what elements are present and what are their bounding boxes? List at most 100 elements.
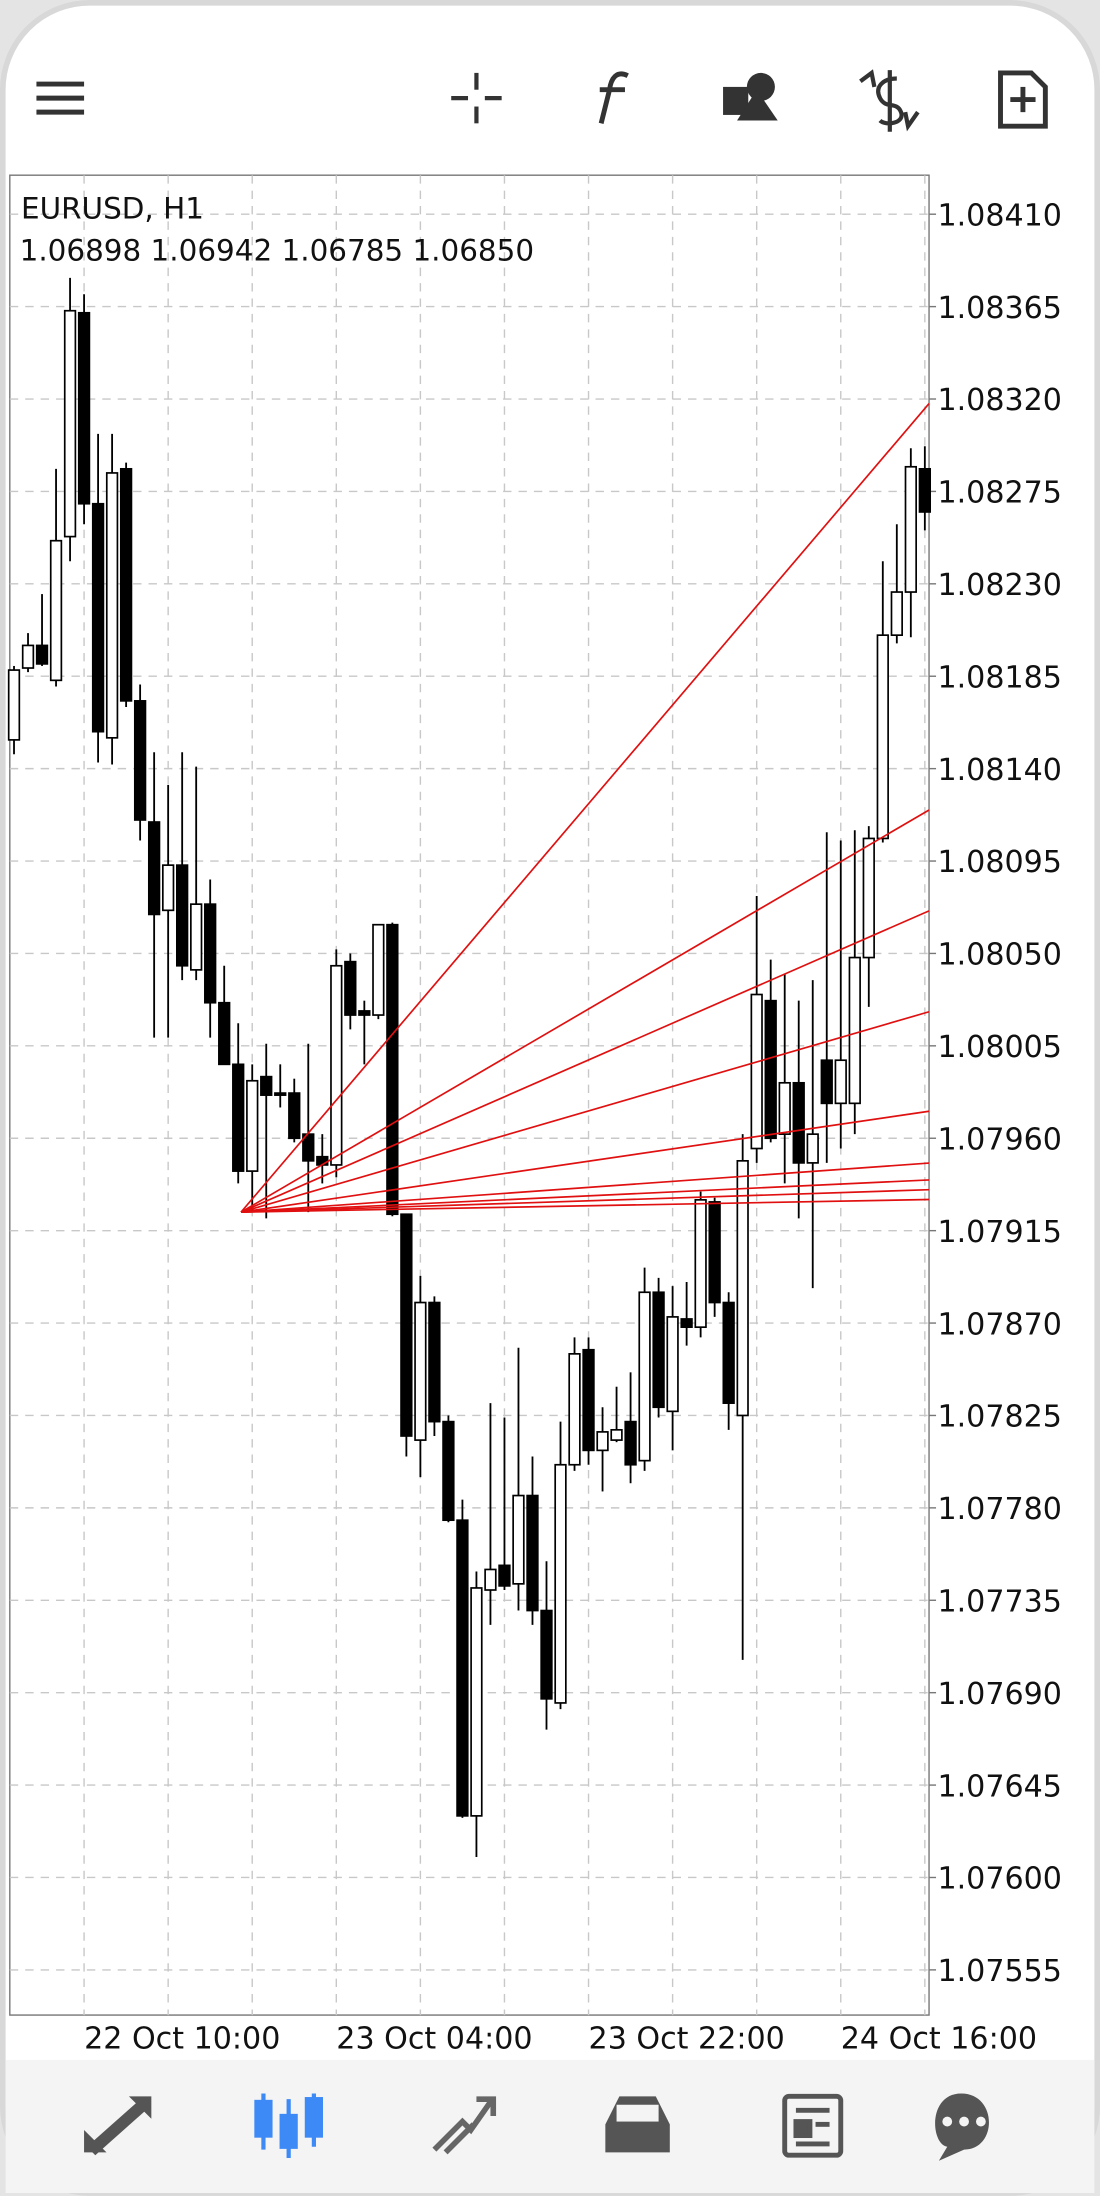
candle-body	[119, 467, 133, 702]
crosshair-button[interactable]	[451, 72, 502, 124]
fan-line	[240, 403, 930, 1213]
objects-button[interactable]	[723, 72, 778, 121]
y-tick-label: 1.08005	[937, 1030, 1062, 1065]
candle-body	[834, 1059, 847, 1105]
candle-body	[414, 1301, 427, 1441]
candle-body	[484, 1568, 497, 1591]
y-tick-label: 1.07915	[937, 1215, 1062, 1250]
y-tick-label: 1.08140	[937, 753, 1062, 788]
y-tick-label: 1.07825	[937, 1400, 1062, 1435]
candle-body	[63, 309, 77, 538]
nav-bg	[5, 2059, 1095, 2194]
fan-line	[241, 1198, 930, 1213]
candle-body	[49, 539, 63, 682]
candle-body	[848, 956, 861, 1105]
candle-body	[652, 1291, 665, 1409]
chart-subtitle: 1.06898 1.06942 1.06785 1.06850	[20, 234, 534, 268]
x-tick-label: 23 Oct 04:00	[336, 2022, 532, 2057]
candle-body	[498, 1564, 511, 1587]
candle-body	[554, 1463, 567, 1704]
menu-button[interactable]	[36, 81, 85, 115]
news-tab[interactable]	[782, 2093, 844, 2158]
candle-body	[904, 465, 917, 593]
candle-body	[147, 821, 161, 916]
y-tick-label: 1.08320	[937, 383, 1062, 418]
y-tick-label: 1.07780	[937, 1492, 1062, 1527]
candle-body	[694, 1199, 707, 1329]
bottom-nav	[5, 2059, 1095, 2194]
y-tick-label: 1.08275	[937, 476, 1062, 511]
y-tick-label: 1.07690	[937, 1677, 1062, 1712]
candle-body	[35, 644, 49, 665]
y-tick-label: 1.07870	[937, 1307, 1062, 1342]
fan-line	[240, 1010, 930, 1213]
messages-tab[interactable]	[935, 2093, 989, 2161]
candle-body	[624, 1420, 637, 1466]
y-tick-label: 1.08410	[937, 198, 1062, 233]
candle-body	[540, 1609, 553, 1700]
candle-body	[190, 903, 203, 971]
candle-body	[204, 903, 217, 1004]
candle-body	[582, 1348, 595, 1452]
candle-body	[456, 1519, 469, 1817]
candle-body	[288, 1092, 301, 1140]
candle-body	[105, 472, 119, 739]
y-tick-label: 1.08365	[937, 291, 1062, 326]
candle-body	[133, 700, 147, 821]
y-tick-label: 1.07735	[937, 1584, 1062, 1619]
candle-body	[372, 923, 385, 1016]
candle-body	[512, 1494, 525, 1585]
candle-body	[470, 1587, 483, 1817]
candle-body	[274, 1092, 287, 1096]
candle-body	[91, 502, 105, 733]
toolbar	[36, 69, 1048, 132]
fan-line	[240, 1110, 930, 1213]
candle-body	[708, 1201, 721, 1304]
x-tick-label: 24 Oct 16:00	[841, 2022, 1037, 2057]
y-tick-label: 1.07960	[937, 1122, 1062, 1157]
candle-body	[386, 923, 399, 1216]
candle-body	[806, 1133, 819, 1164]
candle-body	[596, 1431, 609, 1452]
fan-line	[240, 1162, 930, 1213]
candle-body	[680, 1318, 693, 1329]
candle-body	[330, 964, 343, 1166]
candle-body	[442, 1420, 455, 1522]
new-order-button[interactable]	[998, 70, 1048, 129]
y-tick-label: 1.08050	[937, 938, 1062, 973]
y-tick-label: 1.08185	[937, 660, 1062, 695]
candle-body	[610, 1428, 623, 1441]
plot-area	[9, 174, 930, 2016]
indicators-button[interactable]	[598, 71, 629, 124]
fan-line	[240, 1179, 930, 1213]
candle-body	[876, 634, 889, 840]
chart	[7, 174, 937, 2016]
candle-body	[890, 591, 903, 637]
candle-body	[175, 864, 189, 967]
candle-body	[358, 1010, 371, 1016]
gann-fan	[240, 403, 930, 1213]
x-tick-label: 22 Oct 10:00	[84, 2022, 280, 2057]
candle-body	[666, 1316, 679, 1413]
candle-body	[232, 1063, 245, 1172]
candle-body	[820, 1059, 833, 1105]
y-tick-label: 1.07600	[937, 1862, 1062, 1897]
candle-body	[77, 311, 91, 505]
candle-body	[918, 467, 932, 513]
history-tab[interactable]	[605, 2096, 670, 2153]
x-tick-label: 23 Oct 22:00	[589, 2022, 785, 2057]
chart-title: EURUSD, H1	[21, 192, 204, 226]
trade-tab[interactable]	[432, 2096, 497, 2155]
trade-button[interactable]	[859, 69, 920, 132]
fan-line	[240, 1188, 930, 1213]
candle-body	[7, 669, 21, 741]
y-tick-label: 1.08230	[937, 568, 1062, 603]
candle-body	[778, 1081, 791, 1135]
candle-body	[792, 1081, 805, 1164]
candle-body	[764, 999, 777, 1140]
candle-body	[161, 864, 175, 912]
chart-tab[interactable]	[254, 2093, 323, 2158]
candle-body	[722, 1301, 735, 1404]
